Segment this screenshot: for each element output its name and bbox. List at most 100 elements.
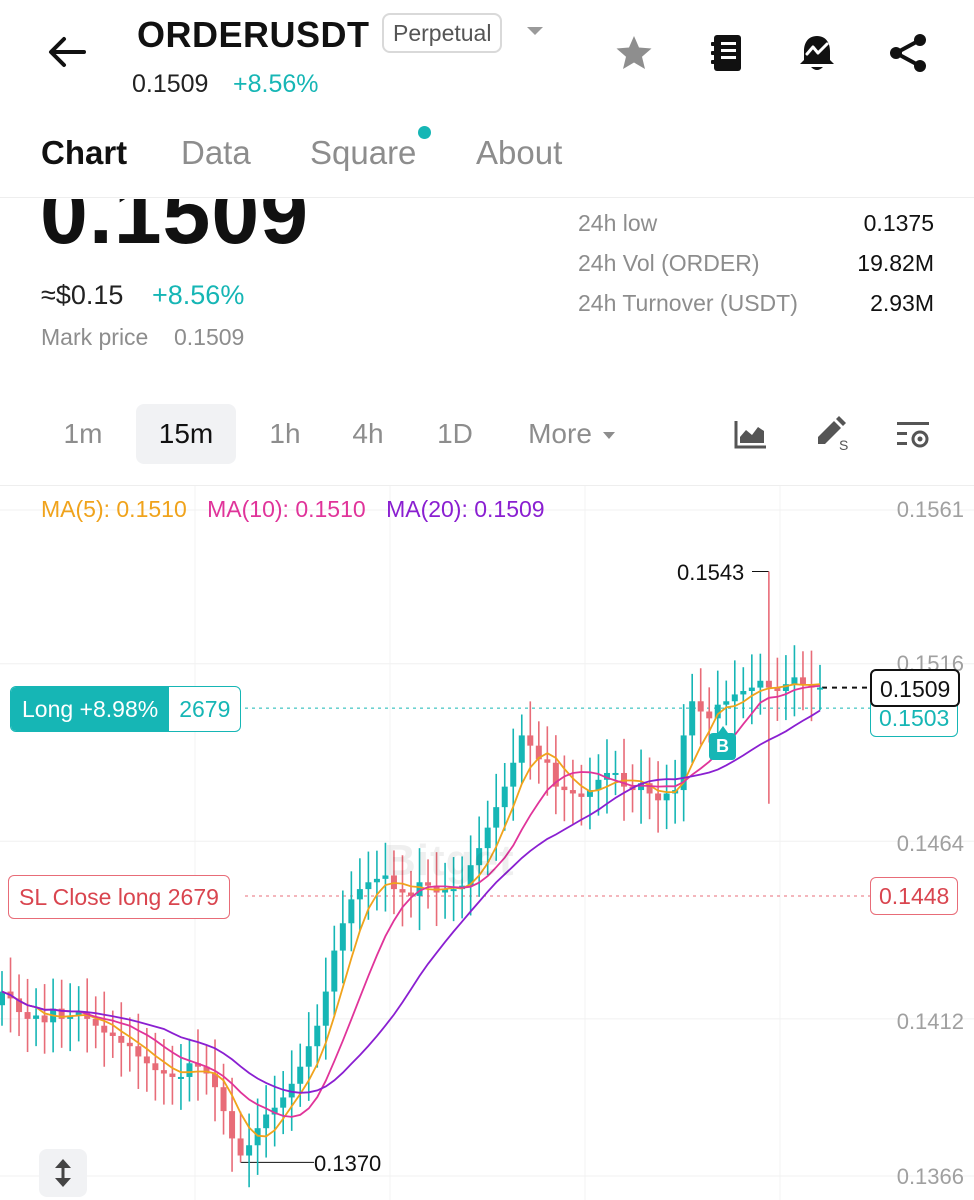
stat-24h-turnover-value: 2.93M (870, 290, 934, 316)
candle-body-62 (527, 735, 534, 746)
interval-1h[interactable]: 1h (269, 418, 301, 449)
y-axis-label-4: 0.1412 (896, 1009, 964, 1034)
trading-pair-symbol[interactable]: ORDERUSDT (137, 14, 370, 55)
notes-button[interactable] (704, 30, 750, 76)
notebook-icon (711, 35, 741, 71)
candle-body-53 (450, 889, 457, 892)
candle-body-59 (501, 786, 508, 808)
candle-body-94 (799, 677, 806, 685)
favorite-button[interactable] (611, 30, 657, 76)
interval-1d[interactable]: 1D (437, 418, 473, 449)
buy-marker[interactable]: B (709, 726, 736, 760)
candle-body-38 (322, 991, 329, 1026)
candle-body-69 (586, 790, 593, 797)
candle-body-67 (569, 790, 576, 794)
stop-loss-tag[interactable]: SL Close long 2679 (8, 875, 230, 919)
candle-body-60 (510, 762, 517, 787)
candle-body-5 (41, 1015, 48, 1023)
back-button[interactable] (40, 28, 92, 76)
candle-body-14 (118, 1035, 125, 1043)
candle-body-63 (535, 745, 542, 760)
candle-body-28 (237, 1138, 244, 1156)
candle-body-76 (646, 783, 653, 794)
candle-body-70 (595, 779, 602, 791)
position-side-pnl: Long +8.98% (11, 687, 170, 731)
stat-24h-vol-value: 19.82M (857, 250, 934, 276)
ma-legend: MA(5): 0.1510 MA(10): 0.1510 MA(20): 0.1… (41, 496, 559, 523)
indicator-settings-button[interactable] (893, 414, 933, 454)
ma20-legend: MA(20): 0.1509 (386, 496, 545, 522)
y-axis-label-5: 0.1366 (896, 1164, 964, 1189)
candle-body-43 (365, 882, 372, 890)
y-axis-label-1: 0.1561 (896, 497, 964, 522)
candle-body-82 (697, 701, 704, 712)
candle-body-40 (339, 923, 346, 951)
candle-body-56 (476, 848, 483, 866)
interval-15m[interactable]: 15m (136, 404, 236, 464)
ma10-legend: MA(10): 0.1510 (207, 496, 366, 522)
candle-body-30 (254, 1128, 261, 1146)
stat-24h-low-value: 0.1375 (863, 210, 934, 236)
candle-body-88 (748, 687, 755, 692)
tab-square-notification-dot (418, 126, 431, 139)
candle-body-22 (186, 1063, 193, 1077)
section-tabs: Chart Data Square About (0, 118, 974, 198)
candle-body-17 (143, 1056, 150, 1064)
interval-4h[interactable]: 4h (352, 418, 384, 449)
interval-1m[interactable]: 1m (63, 418, 103, 449)
header-last-price: 0.1509 (132, 70, 209, 98)
price-alert-button[interactable] (794, 30, 840, 76)
candle-body-81 (689, 701, 696, 736)
stop-loss-price-tag: 0.1448 (870, 877, 959, 915)
exchange-watermark: Bitget (384, 836, 515, 885)
more-caret-down-icon (603, 432, 615, 439)
usd-change-percent: +8.56% (152, 280, 245, 310)
big-price-container: 0.1509 (40, 199, 340, 261)
share-icon (890, 34, 926, 72)
indicator-settings-icon (897, 422, 929, 448)
candle-body-66 (561, 786, 568, 791)
chart-reference-lines (240, 570, 870, 1163)
candle-body-16 (135, 1046, 142, 1057)
candle-body-71 (603, 772, 610, 780)
candle-body-75 (638, 783, 645, 791)
interval-more[interactable]: More (528, 418, 592, 449)
candle-body-72 (612, 772, 619, 775)
position-long-tag[interactable]: Long +8.98% 2679 (10, 686, 242, 732)
candle-body-47 (399, 889, 406, 893)
candle-body-8 (67, 1015, 74, 1019)
ma10-line (1, 685, 821, 1118)
tab-data[interactable]: Data (181, 134, 251, 171)
contract-type-badge: Perpetual (382, 13, 503, 53)
candle-body-34 (288, 1083, 295, 1098)
candle-body-39 (331, 950, 338, 992)
tab-about[interactable]: About (476, 134, 563, 171)
candle-body-13 (109, 1032, 116, 1036)
tab-square[interactable]: Square (310, 134, 417, 171)
pair-switch-caret[interactable] (524, 24, 546, 43)
tab-chart[interactable]: Chart (41, 134, 128, 171)
share-button[interactable] (885, 30, 931, 76)
drawing-tool-button[interactable]: S (811, 414, 851, 454)
back-arrow-icon (49, 37, 86, 67)
candle-body-48 (408, 892, 414, 896)
candle-body-49 (416, 882, 423, 896)
candle-body-50 (425, 882, 432, 886)
candle-body-84 (714, 704, 721, 719)
stat-24h-vol-label: 24h Vol (ORDER) (578, 250, 760, 276)
period-high-label: 0.1543 (677, 560, 745, 585)
candle-body-27 (229, 1111, 236, 1139)
chart-divider (0, 485, 974, 486)
stat-24h-low-label: 24h low (578, 210, 658, 236)
candlestick-chart[interactable] (0, 486, 974, 1200)
y-axis-label-3: 0.1464 (896, 831, 964, 856)
chart-scale-button[interactable] (39, 1149, 87, 1197)
candle-body-15 (126, 1042, 133, 1047)
candle-body-42 (356, 889, 363, 900)
mark-price-label: Mark price (41, 324, 149, 350)
candle-body-65 (552, 762, 559, 787)
chart-candles (0, 571, 823, 1188)
candle-body-3 (24, 1012, 31, 1019)
current-price-tag: 0.1509 (870, 669, 961, 707)
chart-type-button[interactable] (731, 414, 771, 454)
